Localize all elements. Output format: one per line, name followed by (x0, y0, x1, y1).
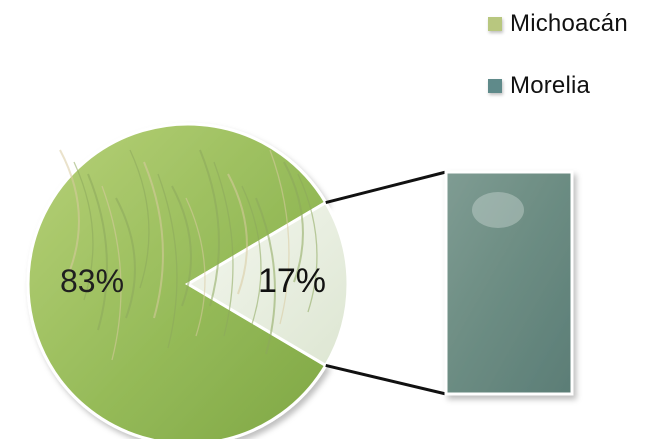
grass-texture-stroke (73, 161, 94, 301)
grass-texture-stroke (283, 161, 304, 283)
pie-slice-morelia (185, 200, 350, 368)
pie-label-morelia: 17% (258, 262, 326, 300)
grass-texture-stroke (101, 185, 122, 361)
legend-item-michoacan: Michoacán (488, 8, 628, 40)
grass-texture-stroke (199, 149, 220, 307)
legend-item-morelia: Morelia (488, 70, 590, 102)
pie-label-michoacan: 83% (60, 263, 124, 299)
grass-texture-stroke (59, 149, 80, 271)
grass-texture-stroke (185, 197, 206, 337)
grass-texture-stroke (157, 173, 178, 349)
grass-texture-stroke (87, 173, 108, 331)
legend-label-michoacan: Michoacán (510, 10, 628, 37)
grass-texture-stroke (297, 173, 318, 313)
legend-swatch-michoacan (488, 17, 502, 31)
grass-texture-stroke (115, 197, 136, 319)
connector-bottom-line (325, 363, 447, 396)
grass-texture-stroke (269, 149, 290, 325)
grass-texture-stroke (129, 149, 150, 289)
grass-texture-stroke (255, 197, 276, 355)
legend-swatch-morelia (488, 79, 502, 93)
connector-top-line (325, 170, 447, 205)
detail-bar-highlight (472, 192, 524, 228)
legend-label-morelia: Morelia (510, 72, 591, 99)
detail-bar-morelia (444, 170, 574, 396)
grass-texture-stroke (143, 161, 164, 319)
grass-texture-stroke (171, 185, 192, 307)
grass-texture-stroke (213, 161, 234, 337)
grass-texture-stroke (227, 173, 248, 295)
grass-texture-stroke (241, 185, 262, 325)
